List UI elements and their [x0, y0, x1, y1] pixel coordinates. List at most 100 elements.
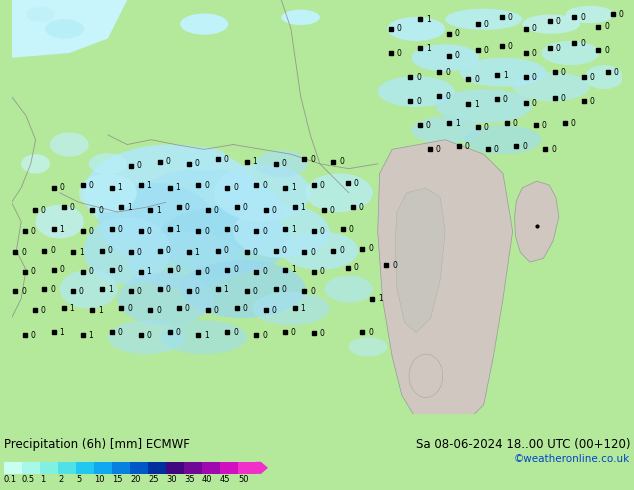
Ellipse shape — [127, 169, 281, 255]
Bar — [58, 462, 76, 474]
Text: 0: 0 — [165, 246, 171, 255]
Text: 1: 1 — [117, 183, 122, 193]
Text: 0: 0 — [580, 39, 585, 48]
Text: 0: 0 — [484, 122, 489, 132]
Text: 0: 0 — [195, 159, 200, 169]
Ellipse shape — [214, 164, 310, 221]
Text: 0: 0 — [31, 331, 36, 340]
Text: 50: 50 — [238, 475, 249, 484]
Text: Sa 08-06-2024 18..00 UTC (00+120): Sa 08-06-2024 18..00 UTC (00+120) — [415, 438, 630, 451]
Text: 0: 0 — [204, 267, 209, 276]
Text: 0: 0 — [21, 248, 26, 257]
Text: 15: 15 — [112, 475, 122, 484]
Text: 0: 0 — [541, 121, 547, 130]
Bar — [22, 462, 40, 474]
Text: 0: 0 — [214, 306, 219, 315]
Text: 0: 0 — [195, 287, 200, 295]
Ellipse shape — [21, 154, 50, 173]
Text: 0: 0 — [561, 68, 566, 77]
Ellipse shape — [89, 153, 127, 174]
Text: 0: 0 — [272, 206, 276, 215]
Text: 0: 0 — [580, 13, 585, 22]
Text: 1: 1 — [291, 183, 295, 193]
Bar — [148, 462, 166, 474]
Text: 0: 0 — [532, 24, 537, 33]
Text: 0: 0 — [556, 17, 561, 25]
Text: 1: 1 — [195, 248, 199, 257]
Text: 0: 0 — [392, 261, 397, 270]
Bar — [40, 462, 58, 474]
Text: 0: 0 — [224, 246, 228, 255]
Text: 0: 0 — [156, 306, 161, 315]
Text: 0.1: 0.1 — [4, 475, 17, 484]
Text: 0: 0 — [176, 328, 180, 337]
Text: 0: 0 — [339, 157, 344, 167]
Text: 0: 0 — [532, 49, 537, 57]
Text: 30: 30 — [166, 475, 177, 484]
Text: 0: 0 — [291, 328, 296, 337]
Bar — [11, 415, 623, 434]
Text: 40: 40 — [202, 475, 212, 484]
Text: 0: 0 — [508, 42, 513, 51]
Text: 0: 0 — [224, 154, 228, 164]
Ellipse shape — [84, 145, 257, 241]
Text: 1: 1 — [291, 265, 295, 274]
Text: 0: 0 — [436, 145, 441, 154]
Text: 1: 1 — [301, 304, 306, 313]
Text: 0: 0 — [252, 287, 257, 295]
Text: 0: 0 — [604, 23, 609, 31]
Text: 20: 20 — [130, 475, 141, 484]
Ellipse shape — [127, 231, 243, 289]
Text: 1: 1 — [503, 71, 508, 80]
Text: 0: 0 — [320, 180, 325, 190]
Text: 1: 1 — [98, 306, 103, 315]
Ellipse shape — [306, 173, 373, 212]
Text: 0: 0 — [281, 246, 286, 255]
Text: 0: 0 — [108, 246, 113, 255]
Text: 0: 0 — [532, 98, 537, 108]
Text: 0: 0 — [445, 68, 450, 77]
Text: 0: 0 — [522, 142, 527, 151]
Text: 35: 35 — [184, 475, 195, 484]
Text: 0: 0 — [89, 267, 93, 276]
Text: 0: 0 — [137, 287, 141, 295]
Text: 0: 0 — [484, 46, 489, 54]
Bar — [130, 462, 148, 474]
Ellipse shape — [541, 41, 599, 65]
Ellipse shape — [349, 337, 387, 357]
Ellipse shape — [108, 320, 185, 354]
Text: 1: 1 — [156, 206, 161, 215]
Text: 0: 0 — [31, 267, 36, 276]
Text: 10: 10 — [94, 475, 105, 484]
Text: 0: 0 — [484, 20, 489, 28]
Text: 0: 0 — [262, 331, 267, 340]
Ellipse shape — [60, 270, 117, 308]
Ellipse shape — [161, 320, 248, 354]
Text: 0: 0 — [117, 265, 122, 274]
Bar — [112, 462, 130, 474]
Text: 1: 1 — [291, 225, 295, 234]
Text: 0: 0 — [69, 203, 74, 212]
Ellipse shape — [378, 76, 455, 107]
Text: 0: 0 — [619, 10, 623, 19]
Ellipse shape — [465, 125, 541, 154]
Text: 0: 0 — [310, 248, 315, 257]
Text: 0: 0 — [417, 73, 421, 82]
Bar — [76, 462, 94, 474]
Text: 0: 0 — [604, 46, 609, 54]
Text: 0: 0 — [60, 265, 65, 274]
Ellipse shape — [252, 292, 330, 325]
Ellipse shape — [411, 117, 479, 144]
FancyArrow shape — [256, 462, 268, 474]
Polygon shape — [378, 140, 513, 429]
Text: 0: 0 — [614, 68, 619, 77]
Text: 0: 0 — [368, 328, 373, 337]
Text: 0: 0 — [89, 227, 93, 236]
Text: 1: 1 — [252, 157, 257, 167]
Text: 1: 1 — [60, 225, 65, 234]
Text: 1: 1 — [176, 183, 180, 193]
Text: 0: 0 — [252, 248, 257, 257]
Ellipse shape — [445, 9, 522, 30]
Bar — [238, 462, 256, 474]
Ellipse shape — [26, 7, 55, 22]
